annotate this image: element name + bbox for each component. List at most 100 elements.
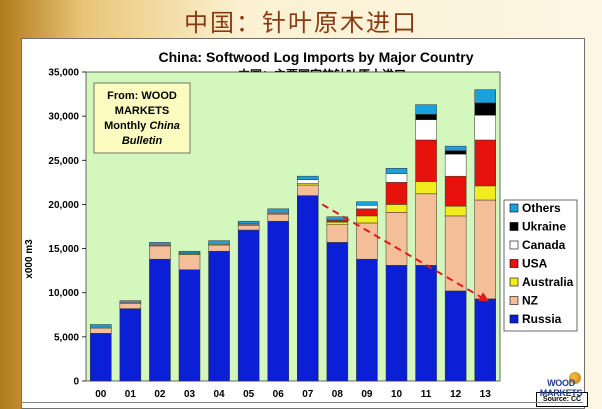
bar-segment-nz [267,213,289,222]
legend-swatch-canada [509,240,519,250]
bar-segment-nz [149,245,171,260]
bar-stack-group [90,89,496,382]
x-axis: 00 01 02 03 04 05 06 07 08 09 10 11 12 13 [95,389,491,400]
callout-line-5: Bulletin [122,135,163,147]
legend-swatch-russia [509,314,519,324]
callout-line-1: From: WOOD [107,90,177,102]
bar-segment-others [149,242,171,245]
x-tick-label: 05 [243,389,255,400]
svg-text:From: WOOD: From: WOOD [107,90,177,102]
bar-segment-usa [385,182,408,205]
bar-segment-nz [444,215,467,292]
y-tick-label: 5,000 [54,332,79,343]
bar-segment-usa [474,139,496,187]
legend-swatch-others [509,203,519,213]
bar-segment-nz [90,327,112,334]
legend-label-russia: Russia [522,312,562,326]
legend-label-ukraine: Ukraine [522,220,566,234]
legend-label-usa: USA [522,257,548,271]
y-tick-label: 25,000 [48,156,79,167]
bar-segment-australia [326,221,349,225]
y-tick-label: 15,000 [48,244,79,255]
legend-swatch-australia [509,277,519,287]
legend-label-others: Others [522,201,561,215]
chart-title: China: Softwood Log Imports by Major Cou… [159,49,474,65]
bar-segment-usa [356,208,378,217]
bar-segment-nz [237,225,260,231]
bar-segment-australia [385,204,408,213]
y-tick-label: 0 [73,377,79,388]
y-tick-label: 20,000 [48,200,79,211]
x-tick-label: 08 [332,389,344,400]
slide-title: 中国：针叶原木进口 [184,9,418,37]
bar-segment-canada [474,115,496,141]
bar-segment-russia [474,298,496,382]
legend-swatch-usa [509,259,519,268]
bar-segment-canada [415,119,437,141]
bar-segment-others [444,145,467,151]
bar-segment-others [326,216,349,220]
bar-segment-russia [90,333,112,382]
trend-arrow-head [478,292,490,302]
bar-segment-russia [149,258,171,382]
callout-line-3: Monthly [104,120,149,132]
x-tick-label: 11 [421,389,432,400]
x-tick-label: 10 [391,389,403,400]
bar-segment-russia [385,265,408,382]
svg-text:Monthly China: Monthly China [104,120,180,132]
bar-segment-others [356,201,378,206]
bar-segment-nz [415,193,437,266]
bar-segment-australia [356,215,378,224]
trend-arrow-group [321,203,490,302]
bar-segment-others [208,240,230,244]
bar-segment-others [385,167,408,174]
bar-segment-russia [356,258,378,382]
y-axis: 0 5,000 10,000 15,000 20,000 25,000 30,000 35,0… [48,68,86,388]
bar-segment-canada [297,179,319,184]
bar-segment-nz [208,244,230,252]
bar-segment-nz [385,212,408,266]
bar-segment-others [90,324,112,328]
bar-segment-canada [385,173,408,183]
chart-svg: China: Softwood Log Imports by Major Cou… [24,49,578,400]
bar-segment-usa [444,175,467,207]
bar-segment-australia [444,205,467,217]
x-tick-label: 03 [184,389,196,400]
bar-segment-ukraine [415,114,437,120]
x-tick-label: 13 [480,389,492,400]
logo-swirl-icon [569,372,581,384]
bar-segment-others [474,89,496,104]
bar-segment-nz [297,184,319,196]
bar-segment-nz [474,199,496,300]
source-callout: From: WOOD MARKETS Monthly China Bulleti… [93,82,191,154]
callout-line-2: MARKETS [115,105,169,117]
bar-segment-others [297,175,319,180]
bar-segment-nz [356,222,378,260]
bar-segment-others [267,208,289,213]
legend-label-nz: NZ [522,294,538,308]
legend-swatch-ukraine [509,222,519,231]
svg-text:MARKETS: MARKETS [115,105,169,117]
logo-line-2: MARKETS [539,388,583,398]
bar-segment-russia [267,220,289,382]
x-tick-label: 02 [154,389,166,400]
bar-segment-ukraine [474,102,496,116]
bar-segment-canada [444,153,467,177]
x-tick-label: 00 [95,389,107,400]
x-tick-label: 09 [361,389,373,400]
bar-segment-russia [208,250,230,382]
bar-segment-canada [356,205,378,210]
bar-segment-australia [415,181,437,195]
legend: Others Ukraine Canada USA Australia NZ Russia [503,199,578,332]
x-tick-label: 06 [273,389,285,400]
y-axis-label: x000 m3 [24,239,35,279]
bottom-divider [21,402,583,403]
bar-segment-nz [326,224,349,243]
bar-segment-usa [326,220,349,223]
y-tick-label: 10,000 [48,288,79,299]
x-tick-label: 12 [450,389,462,400]
legend-label-australia: Australia [522,275,574,289]
bar-segment-others [119,300,142,303]
bar-segment-ukraine [444,150,467,155]
bar-segment-others [237,220,260,225]
